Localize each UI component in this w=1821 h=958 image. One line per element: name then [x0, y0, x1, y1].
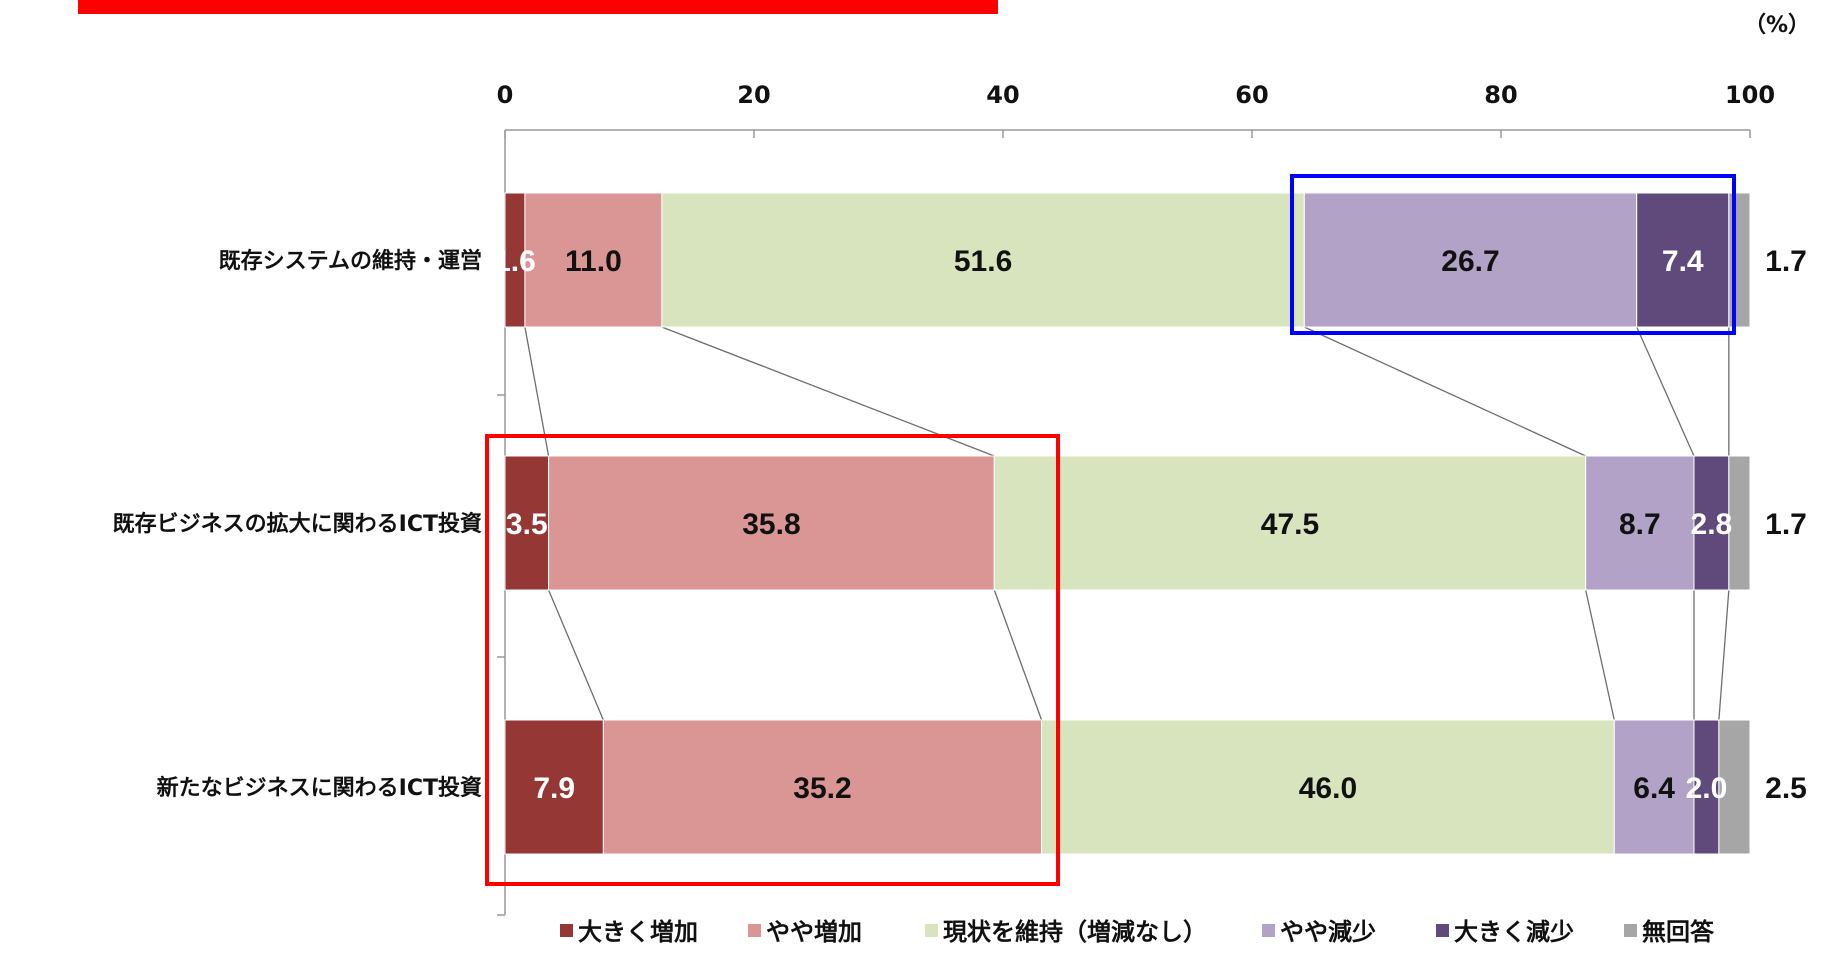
data-label: 2.5 — [1765, 772, 1807, 805]
bar-segment — [1693, 719, 1720, 855]
x-tick-label: 40 — [986, 81, 1019, 109]
data-label: 1.7 — [1765, 245, 1807, 278]
legend-swatch — [925, 924, 938, 937]
data-label: 7.9 — [533, 772, 575, 805]
data-label: 1.7 — [1765, 508, 1807, 541]
legend-label: やや減少 — [1280, 918, 1376, 946]
data-label: 35.2 — [793, 772, 851, 805]
series-connector-line — [1636, 326, 1695, 457]
x-tick-label: 80 — [1484, 81, 1517, 109]
data-label: 8.7 — [1619, 508, 1661, 541]
x-tick-label: 0 — [497, 81, 514, 109]
series-connector-line — [993, 589, 1043, 721]
category-label: 新たなビジネスに関わるICT投資 — [157, 775, 482, 801]
series-connector-line — [1304, 326, 1586, 457]
data-label: 7.4 — [1662, 245, 1704, 278]
x-tick-label: 20 — [737, 81, 770, 109]
series-connector-line — [1718, 589, 1730, 721]
data-label: 1.6 — [494, 245, 536, 278]
bar-segment — [1718, 719, 1751, 855]
data-label: 47.5 — [1261, 508, 1319, 541]
bar-segment — [1613, 719, 1695, 855]
legend-swatch — [748, 924, 761, 937]
category-label: 既存システムの維持・運営 — [219, 248, 482, 274]
data-label: 11.0 — [565, 245, 622, 278]
bar-segment — [504, 719, 604, 855]
legend-label: 現状を維持（増減なし） — [943, 918, 1207, 946]
bar-segment — [1041, 719, 1615, 855]
x-tick-label: 60 — [1235, 81, 1268, 109]
data-label: 46.0 — [1299, 772, 1357, 805]
x-tick-label: 100 — [1725, 81, 1775, 109]
data-label: 26.7 — [1441, 245, 1499, 278]
highlight-box-red — [485, 434, 1060, 886]
legend-label: 無回答 — [1642, 918, 1715, 946]
legend-label: 大きく増加 — [578, 918, 698, 946]
legend-swatch — [1262, 924, 1275, 937]
bar-segment — [602, 719, 1043, 855]
bar-segment — [524, 192, 663, 328]
series-connector-line — [547, 589, 604, 721]
data-label: 6.4 — [1633, 772, 1675, 805]
data-label: 51.6 — [954, 245, 1012, 278]
legend-swatch — [1436, 924, 1449, 937]
bar-segment — [1728, 455, 1751, 591]
bar-segment — [548, 455, 995, 591]
series-connector-line — [1585, 589, 1615, 721]
unit-label: （%） — [1744, 13, 1810, 38]
data-label: 2.0 — [1686, 772, 1728, 805]
header-bar — [78, 0, 998, 14]
highlight-box-blue — [1290, 174, 1736, 335]
bar-segment — [504, 455, 550, 591]
data-label: 3.5 — [506, 508, 548, 541]
bar-segment — [1585, 455, 1695, 591]
bar-segment — [1303, 192, 1638, 328]
bar-segment — [661, 192, 1305, 328]
legend-swatch — [1624, 924, 1637, 937]
data-label: 35.8 — [742, 508, 800, 541]
legend-label: やや増加 — [766, 918, 862, 946]
category-label: 既存ビジネスの拡大に関わるICT投資 — [113, 511, 482, 537]
bar-segment — [1636, 192, 1730, 328]
bar-segment — [1693, 455, 1730, 591]
data-label: 2.8 — [1691, 508, 1733, 541]
legend-swatch — [560, 924, 573, 937]
legend-label: 大きく減少 — [1454, 918, 1574, 946]
